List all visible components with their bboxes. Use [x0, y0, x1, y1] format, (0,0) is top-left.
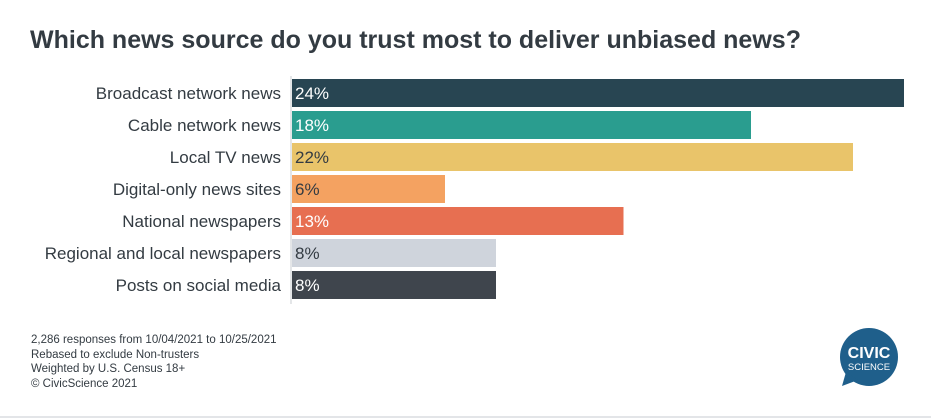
category-label: Broadcast network news	[96, 84, 281, 103]
bar	[292, 207, 624, 235]
bar-value-label: 18%	[295, 116, 329, 135]
bar-value-label: 24%	[295, 84, 329, 103]
logo-text-science: SCIENCE	[848, 362, 890, 373]
bar-value-label: 22%	[295, 148, 329, 167]
logo-text-civic: CIVIC	[848, 345, 891, 362]
category-label: Digital-only news sites	[113, 180, 281, 199]
bar	[292, 271, 496, 299]
footnotes: 2,286 responses from 10/04/2021 to 10/25…	[31, 333, 277, 391]
bar	[292, 143, 853, 171]
footnote-weighted: Weighted by U.S. Census 18+	[31, 363, 186, 375]
logo-speech-tail	[842, 372, 858, 386]
chart-title: Which news source do you trust most to d…	[30, 26, 801, 54]
bar-value-label: 13%	[295, 212, 329, 231]
bar	[292, 175, 445, 203]
footnote-rebased: Rebased to exclude Non-trusters	[31, 348, 200, 361]
bar	[292, 111, 751, 139]
category-label: National newspapers	[122, 212, 281, 231]
footnote-responses: 2,286 responses from 10/04/2021 to 10/25…	[31, 334, 277, 346]
category-label: Posts on social media	[116, 276, 282, 295]
footnote-copyright: © CivicScience 2021	[31, 377, 138, 390]
category-label: Local TV news	[170, 148, 281, 167]
bar	[292, 239, 496, 267]
bottom-divider	[0, 416, 931, 418]
category-label: Cable network news	[128, 116, 281, 135]
bar-value-label: 8%	[295, 276, 320, 295]
bar-value-label: 6%	[295, 180, 320, 199]
category-label: Regional and local newspapers	[45, 244, 281, 263]
civicscience-logo: CIVIC SCIENCE	[840, 328, 898, 386]
bar	[292, 79, 904, 107]
logo-circle	[840, 328, 898, 386]
bar-value-label: 8%	[295, 244, 320, 263]
